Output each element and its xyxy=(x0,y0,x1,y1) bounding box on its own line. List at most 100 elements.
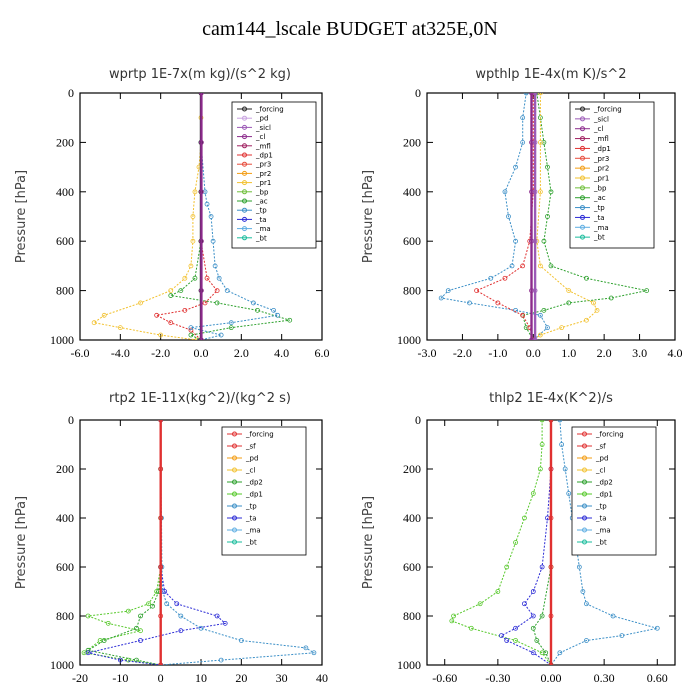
legend-marker xyxy=(582,443,587,449)
legend-marker xyxy=(582,539,587,545)
series-point xyxy=(591,300,596,306)
series-point xyxy=(548,613,554,619)
series-point xyxy=(199,337,204,340)
legend-entry: _dp2 xyxy=(245,479,263,487)
legend-entry: _forcing xyxy=(255,106,284,114)
x-tick-label: -4.0 xyxy=(111,346,130,360)
legend-marker xyxy=(242,216,247,222)
legend-entry: _dp1 xyxy=(255,152,273,160)
series-point xyxy=(537,139,543,145)
y-tick-label: 200 xyxy=(56,135,74,149)
x-tick-label: 10 xyxy=(195,671,207,685)
series-point xyxy=(532,139,538,145)
legend-marker xyxy=(580,165,585,171)
series-point xyxy=(174,601,180,607)
legend-marker xyxy=(242,226,247,232)
series-point xyxy=(513,164,518,170)
legend-entry: _pr2 xyxy=(255,170,271,178)
series-point xyxy=(192,275,198,281)
series-point xyxy=(545,164,550,170)
series-line-dp2 xyxy=(532,420,552,665)
series-point xyxy=(502,275,508,281)
legend-entry: _cl xyxy=(595,467,605,475)
series-point xyxy=(523,93,529,96)
y-axis-label: Pressure [hPa] xyxy=(361,496,376,589)
series-point xyxy=(562,466,568,472)
legend-marker xyxy=(232,443,237,449)
y-tick-label: 400 xyxy=(56,185,74,199)
legend-marker xyxy=(232,467,237,473)
x-tick-label: -2.0 xyxy=(453,346,472,360)
legend-entry: _cl xyxy=(593,125,603,133)
series-point xyxy=(541,238,547,244)
legend-marker xyxy=(242,235,247,241)
panel-title: rtp2 1E-11x(kg^2)/(kg^2 s) xyxy=(109,391,291,406)
series-point xyxy=(537,263,543,269)
series-point xyxy=(228,320,234,326)
series-point xyxy=(158,564,164,570)
series-point xyxy=(91,320,97,326)
series-point xyxy=(168,293,174,298)
series-point xyxy=(451,613,456,619)
legend-marker xyxy=(582,527,587,533)
series-line-ta xyxy=(500,420,552,665)
legend-entry: _forcing xyxy=(595,431,624,439)
x-tick-label: 0.0 xyxy=(526,346,541,360)
legend-marker xyxy=(242,106,247,112)
series-point xyxy=(539,442,545,447)
series-point xyxy=(534,93,540,96)
y-tick-label: 200 xyxy=(403,135,421,149)
x-tick-label: 40 xyxy=(316,671,328,685)
series-point xyxy=(138,300,143,306)
series-point xyxy=(504,564,510,570)
series-point xyxy=(138,628,143,634)
legend-entry: _ma xyxy=(245,527,261,535)
series-point xyxy=(520,263,526,269)
y-tick-label: 0 xyxy=(415,413,421,427)
series-point xyxy=(529,189,534,195)
x-tick-label: -0.30 xyxy=(485,671,510,685)
series-point xyxy=(214,288,220,294)
series-point xyxy=(238,638,244,643)
x-tick-label: 30 xyxy=(276,671,288,685)
series-point xyxy=(523,325,529,331)
legend-marker xyxy=(232,455,237,461)
series-point xyxy=(504,638,510,643)
series-point xyxy=(534,638,540,643)
legend-marker xyxy=(580,116,585,122)
series-point xyxy=(520,115,526,121)
legend-entry: _cl xyxy=(245,467,255,475)
series-point xyxy=(532,93,538,96)
legend-entry: _sf xyxy=(595,443,606,451)
legend-entry: _bt xyxy=(595,539,607,547)
y-tick-label: 1000 xyxy=(397,658,421,672)
legend-marker xyxy=(580,145,585,151)
legend-entry: _ma xyxy=(595,527,611,535)
series-point xyxy=(545,214,550,219)
series-point xyxy=(222,620,228,626)
legend-entry: _pr3 xyxy=(593,155,609,163)
series-point xyxy=(208,214,214,219)
series-point xyxy=(150,603,156,609)
series-point xyxy=(530,337,536,340)
series-point xyxy=(178,613,184,619)
legend-marker xyxy=(580,136,585,142)
series-point xyxy=(566,491,572,496)
legend-entry: _sicl xyxy=(593,115,609,123)
legend-entry: _pr3 xyxy=(255,161,271,169)
series-point xyxy=(520,139,526,145)
series-point xyxy=(182,307,188,313)
y-tick-label: 1000 xyxy=(50,658,74,672)
series-point xyxy=(214,300,220,306)
legend: _forcing _sf _pd _cl _dp2 _dp1 _tp _ta _ma _bt xyxy=(221,426,307,556)
series-point xyxy=(154,312,160,318)
series-point xyxy=(105,620,111,626)
series-point xyxy=(117,657,123,663)
legend-marker xyxy=(232,479,237,485)
legend-box xyxy=(571,426,657,556)
series-point xyxy=(101,312,107,318)
legend-entry: _ma xyxy=(255,225,271,233)
legend-entry: _bt xyxy=(593,234,605,242)
x-tick-label: 4.0 xyxy=(274,346,289,360)
